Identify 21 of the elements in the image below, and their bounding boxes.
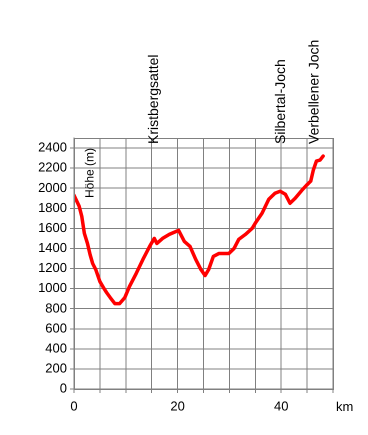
y-tick-label: 200 xyxy=(45,360,67,376)
y-tick-label: 400 xyxy=(45,340,67,356)
y-tick-label: 2200 xyxy=(38,160,67,175)
x-tick-label: 20 xyxy=(170,398,185,414)
x-tick-label: 40 xyxy=(274,398,288,414)
y-tick-label: 1800 xyxy=(38,200,67,215)
y-axis-title: Höhe (m) xyxy=(82,148,96,198)
y-tick-label: 1600 xyxy=(38,220,67,235)
y-tick-label: 0 xyxy=(60,380,67,396)
y-tick-label: 1000 xyxy=(38,280,67,296)
y-tick-label: 800 xyxy=(45,300,67,316)
y-tick-label: 600 xyxy=(45,320,67,336)
annotation: Silbertal-Joch xyxy=(272,59,288,144)
y-tick-label: 2400 xyxy=(38,140,67,155)
y-tick-label: 2000 xyxy=(38,180,67,195)
x-tick-label: 0 xyxy=(70,398,78,414)
y-tick-label: 1400 xyxy=(38,240,67,256)
annotation: Verbellener Joch xyxy=(306,40,322,144)
y-tick-label: 1200 xyxy=(38,260,67,276)
annotation: Kristbergsattel xyxy=(145,54,162,144)
x-axis-title: km xyxy=(336,399,354,414)
